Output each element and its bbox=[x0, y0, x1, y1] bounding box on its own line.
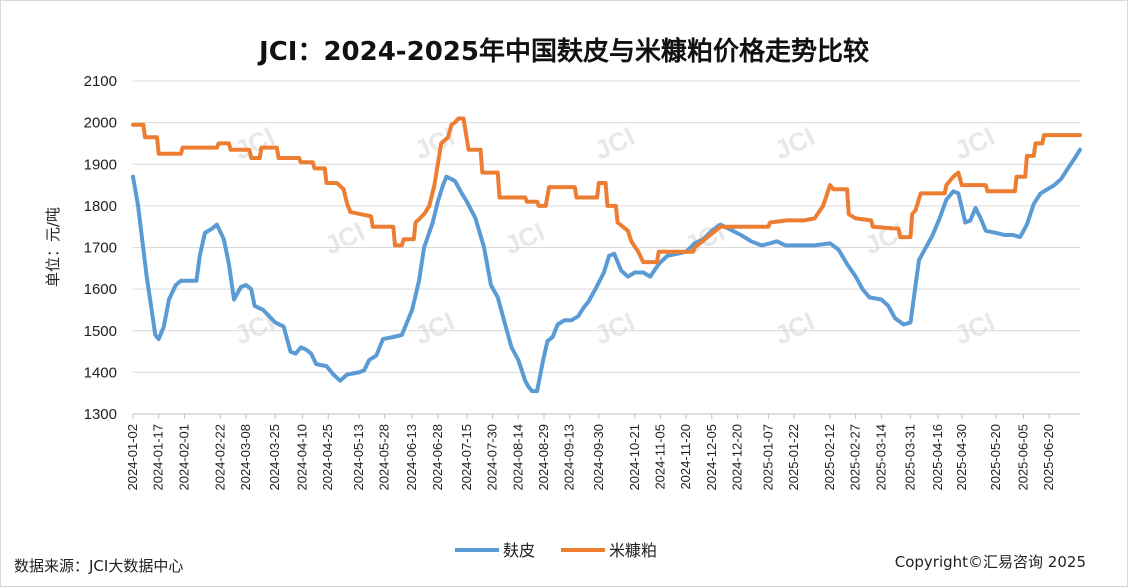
x-tick-label: 2024-04-10 bbox=[295, 424, 310, 491]
y-axis-ticks: 1300 1400 1500 1600 1700 1800 1900 2000 2100 bbox=[84, 73, 117, 423]
series-layer bbox=[131, 116, 1082, 394]
watermark-mark: JCI bbox=[230, 306, 279, 350]
x-tick-label: 2025-01-07 bbox=[760, 424, 775, 491]
source-note: 数据来源：JCI大数据中心 bbox=[14, 557, 184, 575]
x-tick-label: 2024-09-13 bbox=[562, 424, 577, 491]
x-tick-label: 2024-07-30 bbox=[485, 424, 500, 491]
series-line bbox=[131, 116, 1082, 265]
x-tick-label: 2025-02-12 bbox=[822, 424, 837, 491]
x-tick-label: 2024-08-29 bbox=[536, 424, 551, 491]
y-tick-label: 1500 bbox=[84, 323, 117, 340]
y-tick-label: 1400 bbox=[84, 364, 117, 381]
x-axis-ticks: 2024-01-02 2024-01-17 2024-02-01 2024-02-22… bbox=[125, 414, 1056, 491]
copyright-note: Copyright©汇易咨询 2025 bbox=[894, 553, 1086, 571]
y-tick-label: 1300 bbox=[84, 406, 117, 423]
x-tick-label: 2025-06-20 bbox=[1041, 424, 1056, 491]
x-tick-label: 2025-03-31 bbox=[902, 424, 917, 491]
series-line bbox=[131, 147, 1082, 394]
watermark-mark: JCI bbox=[590, 121, 639, 165]
x-tick-label: 2024-01-02 bbox=[125, 424, 140, 491]
watermark-mark: JCI bbox=[950, 306, 999, 350]
watermark-mark: JCI bbox=[950, 121, 999, 165]
x-tick-label: 2024-11-05 bbox=[652, 424, 667, 490]
x-tick-label: 2025-04-16 bbox=[930, 424, 945, 491]
y-tick-label: 1600 bbox=[84, 281, 117, 298]
y-tick-label: 1800 bbox=[84, 198, 117, 215]
y-axis-label: 单位：元/吨 bbox=[44, 207, 62, 287]
watermark-mark: JCI bbox=[410, 306, 459, 350]
x-tick-label: 2024-04-25 bbox=[320, 424, 335, 491]
x-tick-label: 2025-04-30 bbox=[954, 424, 969, 491]
x-tick-label: 2024-06-13 bbox=[404, 424, 419, 491]
x-tick-label: 2025-01-22 bbox=[786, 424, 801, 491]
x-tick-label: 2024-09-30 bbox=[591, 424, 606, 491]
x-tick-label: 2024-10-21 bbox=[627, 424, 642, 491]
legend-label: 麸皮 bbox=[503, 541, 535, 560]
x-tick-label: 2024-02-01 bbox=[176, 424, 191, 491]
x-tick-label: 2025-02-27 bbox=[848, 424, 863, 491]
x-tick-label: 2024-05-13 bbox=[351, 424, 366, 491]
x-tick-label: 2025-03-14 bbox=[873, 424, 888, 491]
x-tick-label: 2024-03-25 bbox=[267, 424, 282, 491]
x-tick-label: 2024-01-17 bbox=[151, 424, 166, 491]
x-tick-label: 2024-06-28 bbox=[430, 424, 445, 491]
y-tick-label: 2100 bbox=[84, 73, 117, 90]
watermark-mark: JCI bbox=[590, 306, 639, 350]
watermark-mark: JCI bbox=[770, 306, 819, 350]
x-tick-label: 2025-06-05 bbox=[1015, 424, 1030, 491]
x-tick-label: 2024-02-22 bbox=[212, 424, 227, 491]
watermark-mark: JCI bbox=[320, 216, 369, 260]
x-tick-label: 2024-12-20 bbox=[730, 424, 745, 491]
x-tick-label: 2024-11-20 bbox=[678, 424, 693, 490]
x-tick-label: 2024-07-15 bbox=[459, 424, 474, 491]
x-tick-label: 2025-05-20 bbox=[988, 424, 1003, 491]
watermark-mark: JCI bbox=[500, 216, 549, 260]
x-tick-label: 2024-03-08 bbox=[238, 424, 253, 491]
watermark-mark: JCI bbox=[770, 121, 819, 165]
y-tick-label: 2000 bbox=[84, 115, 117, 132]
y-tick-label: 1700 bbox=[84, 240, 117, 257]
x-tick-label: 2024-08-14 bbox=[510, 424, 525, 491]
x-tick-label: 2024-12-05 bbox=[704, 424, 719, 491]
legend-label: 米糠粕 bbox=[609, 541, 657, 560]
chart-title: JCI：2024-2025年中国麸皮与米糠粕价格走势比较 bbox=[257, 36, 869, 67]
x-tick-label: 2024-05-28 bbox=[377, 424, 392, 491]
y-tick-label: 1900 bbox=[84, 156, 117, 173]
legend: 麸皮 米糠粕 bbox=[455, 541, 657, 560]
